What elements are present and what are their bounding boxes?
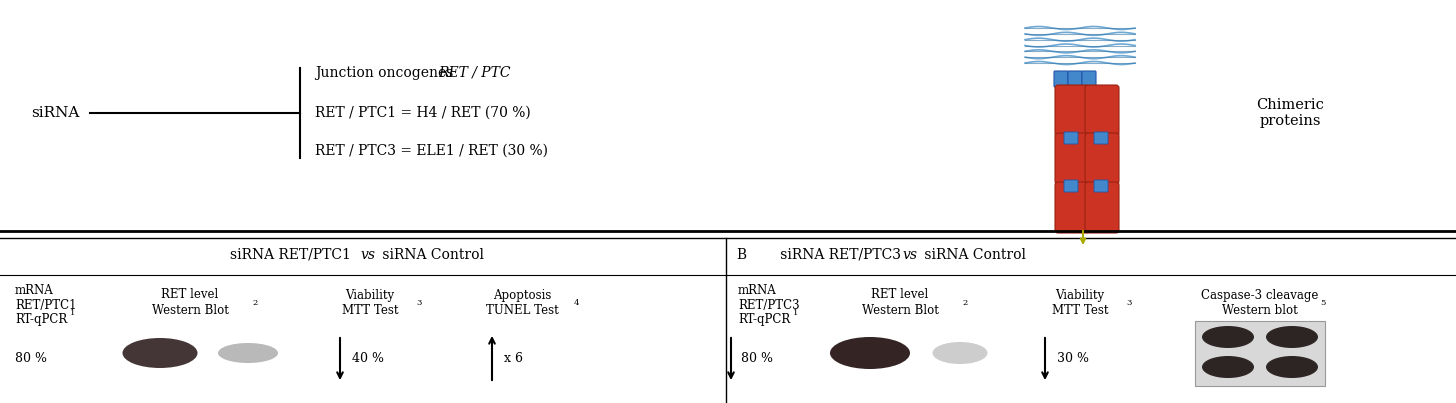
Text: B: B	[735, 248, 745, 262]
Text: 2: 2	[962, 299, 967, 307]
Text: Viability: Viability	[1056, 289, 1105, 301]
FancyBboxPatch shape	[1064, 180, 1077, 192]
FancyBboxPatch shape	[1082, 71, 1096, 87]
Bar	[1195, 320, 1325, 386]
Text: MTT Test: MTT Test	[1051, 303, 1108, 316]
Text: Viability: Viability	[345, 289, 395, 301]
Text: 4: 4	[574, 299, 579, 307]
FancyBboxPatch shape	[1085, 182, 1120, 233]
Text: Western blot: Western blot	[1222, 303, 1297, 316]
FancyBboxPatch shape	[1093, 180, 1108, 192]
Text: Junction oncogenes: Junction oncogenes	[314, 66, 457, 80]
Text: 80 %: 80 %	[15, 351, 47, 364]
Text: siRNA Control: siRNA Control	[379, 248, 483, 262]
Text: Caspase-3 cleavage: Caspase-3 cleavage	[1201, 289, 1319, 301]
Ellipse shape	[830, 337, 910, 369]
FancyBboxPatch shape	[1064, 132, 1077, 144]
Text: RET / PTC3 = ELE1 / RET (30 %): RET / PTC3 = ELE1 / RET (30 %)	[314, 144, 547, 158]
Text: 2: 2	[252, 299, 258, 307]
FancyBboxPatch shape	[1093, 132, 1108, 144]
Text: RET / PTC: RET / PTC	[438, 66, 511, 80]
FancyBboxPatch shape	[1056, 85, 1089, 136]
Text: RET/PTC3: RET/PTC3	[738, 299, 799, 312]
Text: TUNEL Test: TUNEL Test	[486, 303, 558, 316]
Text: Western Blot: Western Blot	[151, 303, 229, 316]
Ellipse shape	[932, 342, 987, 364]
Text: 3: 3	[416, 299, 421, 307]
Text: RET / PTC1 = H4 / RET (70 %): RET / PTC1 = H4 / RET (70 %)	[314, 106, 531, 120]
Text: vs: vs	[360, 248, 376, 262]
Text: mRNA: mRNA	[738, 283, 776, 297]
Ellipse shape	[1267, 326, 1318, 348]
FancyBboxPatch shape	[1056, 133, 1089, 184]
Text: 40 %: 40 %	[352, 351, 384, 364]
Text: siRNA Control: siRNA Control	[920, 248, 1026, 262]
Text: RET level: RET level	[162, 289, 218, 301]
Text: siRNA: siRNA	[31, 106, 79, 120]
Text: RT-qPCR: RT-qPCR	[738, 314, 791, 326]
FancyBboxPatch shape	[1054, 71, 1069, 87]
Text: x 6: x 6	[504, 351, 523, 364]
Text: vs: vs	[903, 248, 917, 262]
Text: 3: 3	[1125, 299, 1131, 307]
Text: MTT Test: MTT Test	[342, 303, 399, 316]
Text: 1: 1	[794, 309, 798, 317]
Ellipse shape	[1267, 356, 1318, 378]
Ellipse shape	[122, 338, 198, 368]
FancyBboxPatch shape	[1069, 71, 1082, 87]
Text: mRNA: mRNA	[15, 283, 54, 297]
Text: RET/PTC1: RET/PTC1	[15, 299, 77, 312]
FancyBboxPatch shape	[1056, 182, 1089, 233]
Ellipse shape	[1203, 326, 1254, 348]
Text: siRNA RET/PTC3: siRNA RET/PTC3	[754, 248, 906, 262]
Text: Western Blot: Western Blot	[862, 303, 939, 316]
Ellipse shape	[1203, 356, 1254, 378]
Text: 1: 1	[70, 309, 76, 317]
Text: RT-qPCR: RT-qPCR	[15, 314, 67, 326]
FancyBboxPatch shape	[1085, 133, 1120, 184]
Text: Chimeric
proteins: Chimeric proteins	[1257, 98, 1324, 128]
FancyBboxPatch shape	[1085, 85, 1120, 136]
Text: 5: 5	[1321, 299, 1325, 307]
Text: 80 %: 80 %	[741, 351, 773, 364]
Text: RET level: RET level	[871, 289, 929, 301]
Text: Apoptosis: Apoptosis	[492, 289, 552, 301]
Text: 30 %: 30 %	[1057, 351, 1089, 364]
Ellipse shape	[218, 343, 278, 363]
Text: siRNA RET/PTC1: siRNA RET/PTC1	[230, 248, 355, 262]
